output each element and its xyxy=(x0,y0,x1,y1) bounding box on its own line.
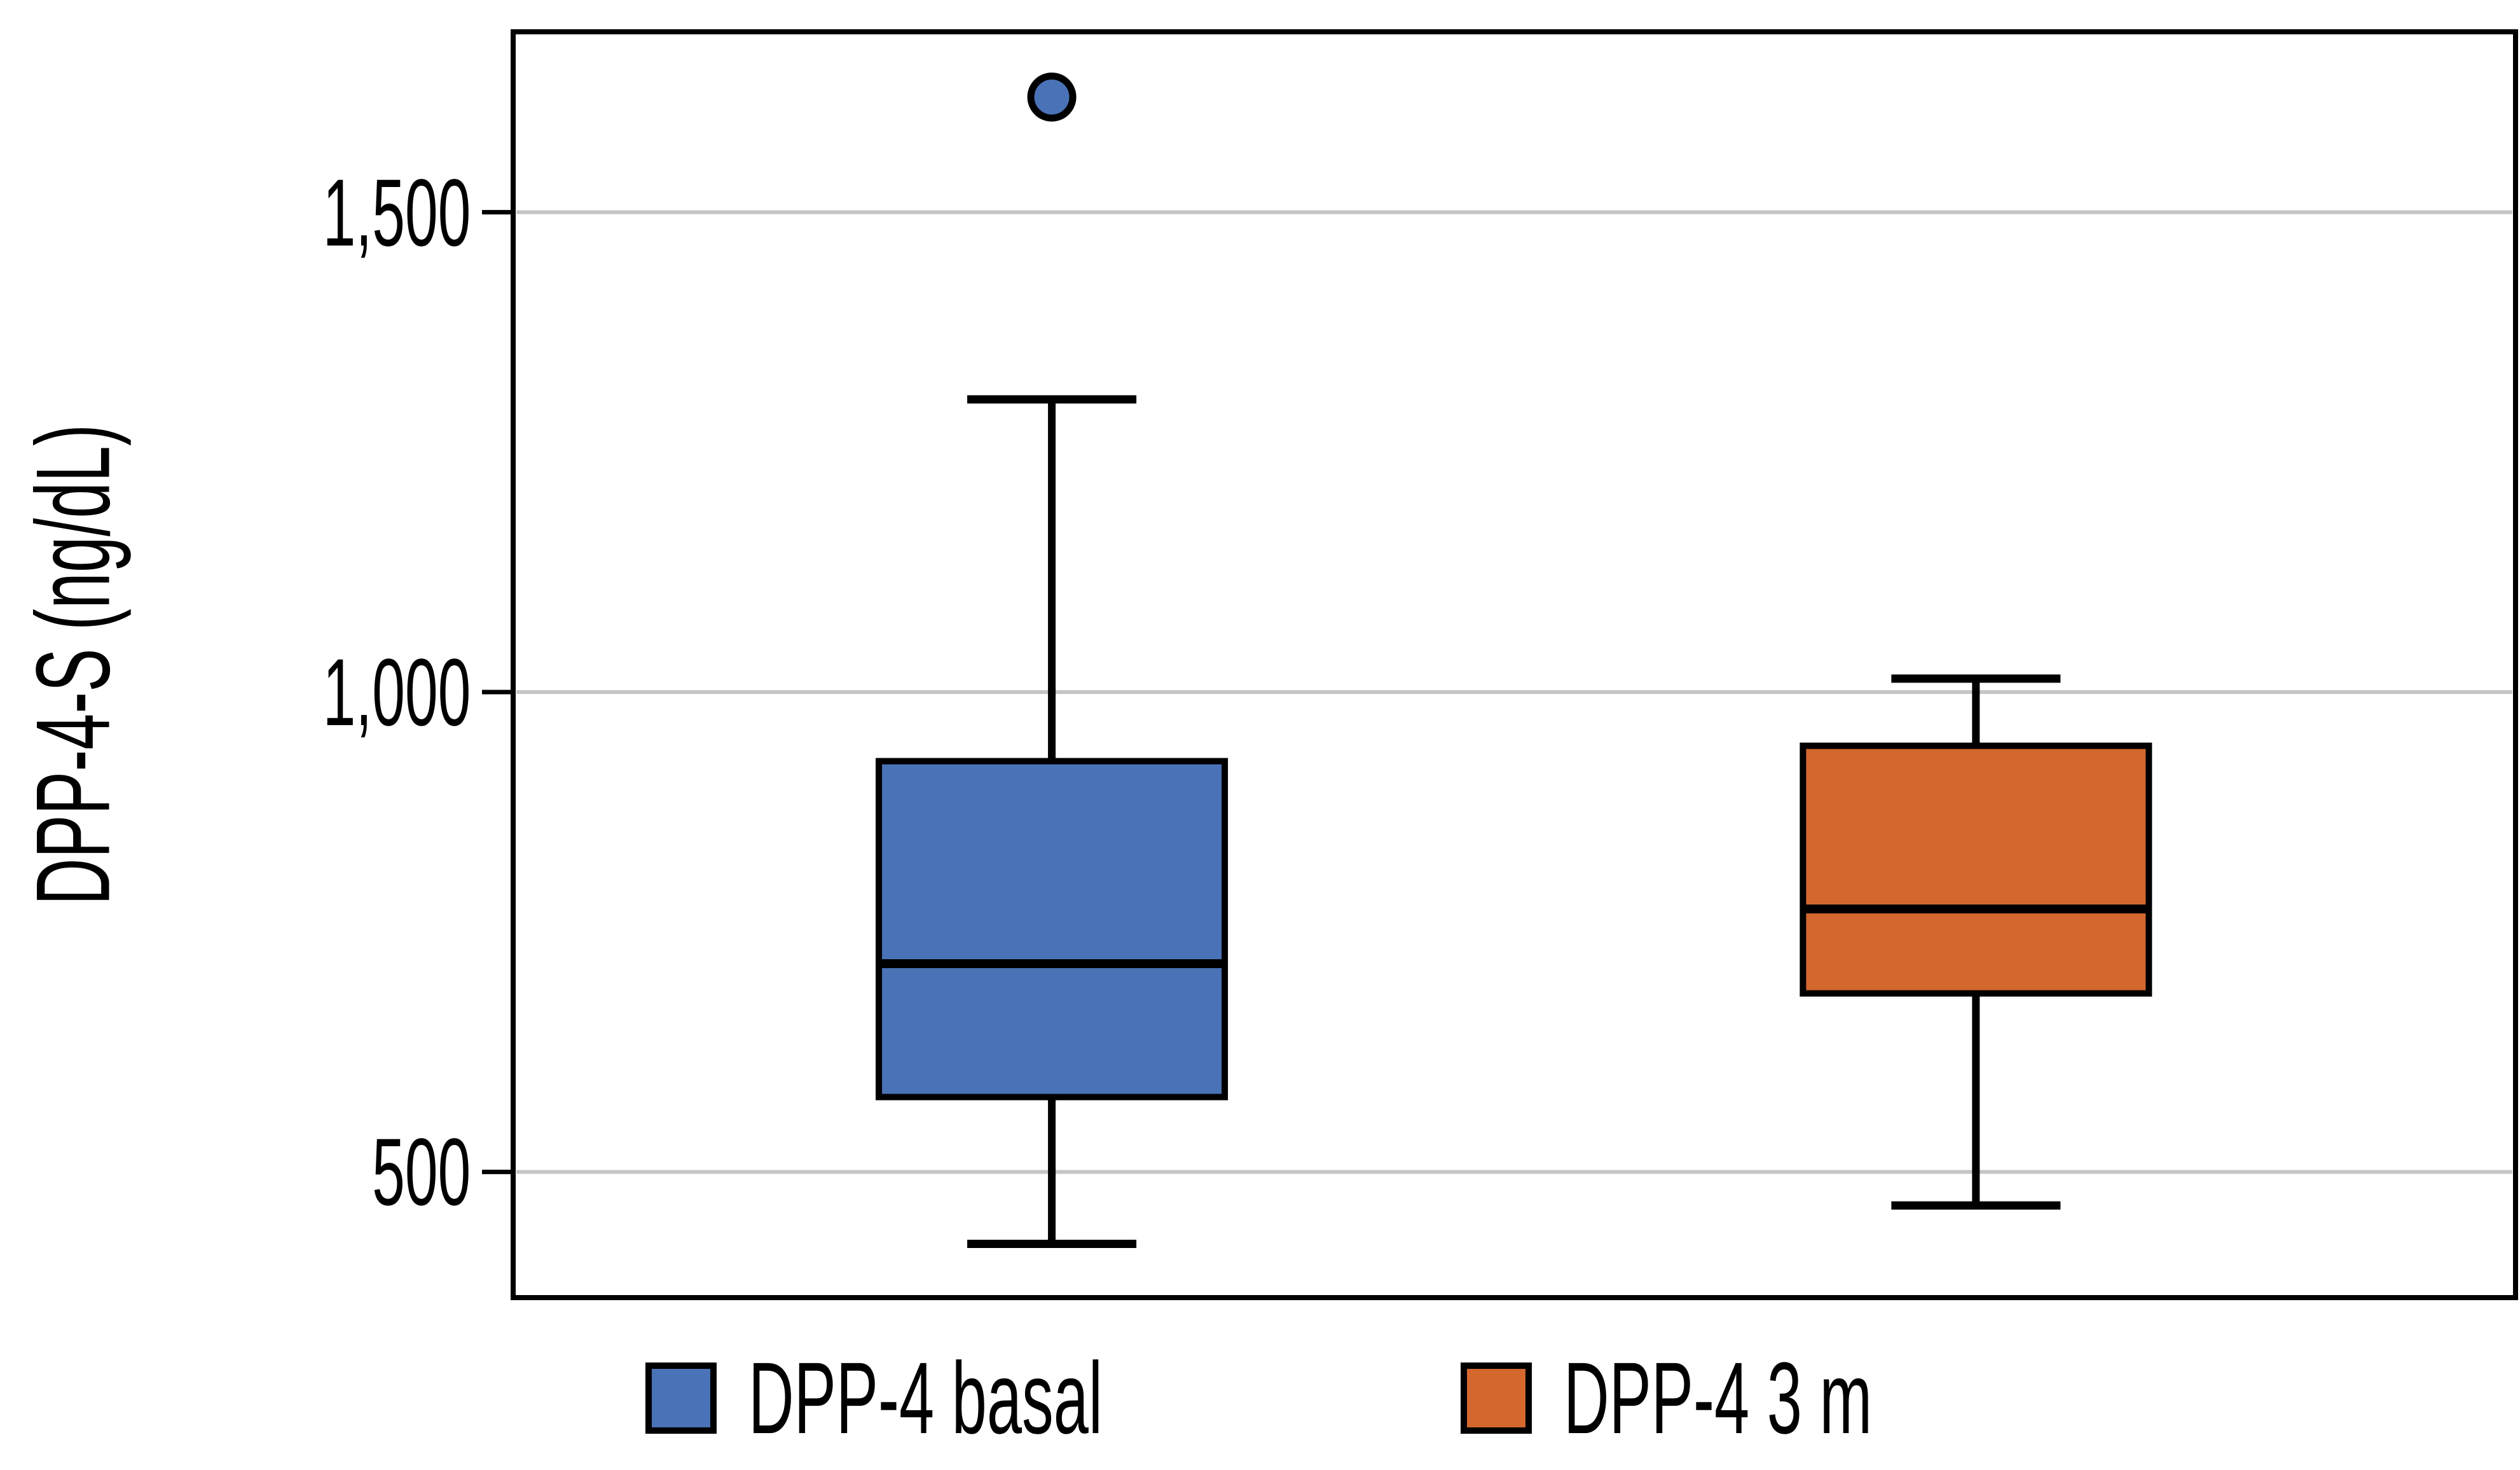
box-dpp-4-3-m xyxy=(1800,742,2152,997)
y-tick-label-1500: 1,500 xyxy=(322,159,471,266)
y-tick-label-1000: 1,000 xyxy=(322,639,471,745)
legend: DPP-4 basal DPP-4 3 m xyxy=(0,1347,2520,1449)
legend-swatch-3m-icon xyxy=(1460,1363,1532,1434)
legend-swatch-basal-icon xyxy=(645,1363,717,1434)
legend-label-3m: DPP-4 3 m xyxy=(1563,1341,1872,1455)
plot-frame xyxy=(511,29,2518,1300)
y-tick-label-500: 500 xyxy=(371,1118,471,1225)
legend-item-3m: DPP-4 3 m xyxy=(1460,1341,1875,1455)
legend-label-basal: DPP-4 basal xyxy=(748,1341,1103,1455)
legend-item-basal: DPP-4 basal xyxy=(645,1341,1105,1455)
box-dpp-4-basal xyxy=(876,758,1229,1100)
outlier-dpp-4-basal xyxy=(1027,73,1077,122)
